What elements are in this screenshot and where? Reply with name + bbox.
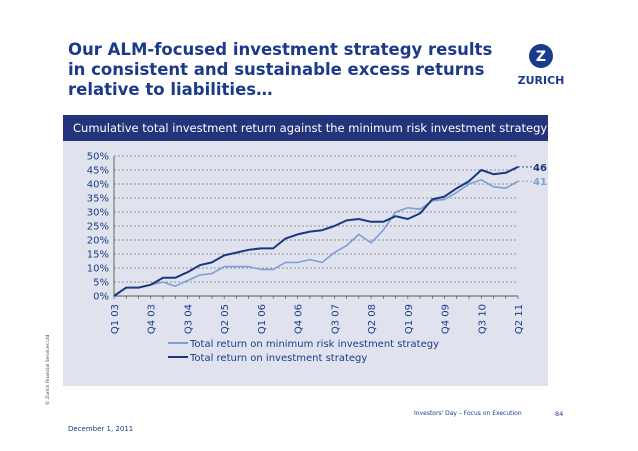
x-tick-label: Q3 10: [477, 304, 488, 334]
y-tick-label: 15%: [87, 250, 109, 261]
series-end-label: 46.1%: [533, 163, 548, 174]
x-tick-label: Q4 09: [441, 304, 452, 334]
y-tick-label: 10%: [87, 264, 109, 275]
y-tick-label: 5%: [93, 278, 109, 289]
zurich-logo-mark: [529, 44, 553, 68]
x-tick-label: Q1 03: [110, 304, 121, 334]
y-tick-label: 20%: [87, 236, 109, 247]
series-line-investment: [113, 165, 519, 297]
x-tick-label: Q4 06: [294, 304, 305, 334]
series-end-label: 41.0%: [533, 177, 548, 188]
legend-label: Total return on investment strategy: [189, 353, 367, 364]
title-line-1: Our ALM-focused investment strategy resu…: [68, 40, 493, 59]
x-tick-label: Q2 08: [367, 304, 378, 334]
x-tick-label: Q1 06: [257, 304, 268, 334]
footer-date: December 1, 2011: [68, 425, 134, 433]
copyright-notice: © Zurich Financial Services Ltd: [46, 334, 51, 405]
chart-panel: 50% 45% 40% 35% 30% 25% 20% 15% 10% 5% 0% Q1 03 Q4 0…: [63, 141, 548, 386]
footer-event: Investors' Day – Focus on Execution: [414, 410, 522, 417]
y-tick-label: 45%: [87, 166, 109, 177]
y-tick-label: 0%: [93, 292, 109, 303]
x-tick-label: Q2 11: [514, 304, 525, 334]
y-tick-label: 40%: [87, 180, 109, 191]
page-number: 84: [555, 410, 564, 418]
zurich-logo: Z ZURICH: [518, 44, 565, 87]
zurich-logo-mark-letter: Z: [536, 49, 546, 65]
zurich-logo-text: ZURICH: [518, 74, 565, 87]
chart-svg: 50% 45% 40% 35% 30% 25% 20% 15% 10% 5% 0%Q1 03 Q4 0…: [87, 152, 548, 365]
title-line-2: in consistent and sustainable excess ret…: [68, 60, 485, 79]
slide-title: Our ALM-focused investment strategy resu…: [68, 40, 498, 100]
y-tick-label: 25%: [87, 222, 109, 233]
x-tick-label: Q3 07: [330, 304, 341, 334]
x-tick-label: Q1 09: [404, 304, 415, 334]
y-tick-label: 30%: [87, 208, 109, 219]
y-tick-label: 50%: [87, 152, 109, 163]
chart-title-banner: Cumulative total investment return again…: [63, 115, 548, 141]
title-line-3: relative to liabilities…: [68, 80, 273, 99]
series-line-min-risk: [113, 178, 519, 297]
y-tick-label: 35%: [87, 194, 109, 205]
x-tick-label: Q3 04: [183, 304, 194, 334]
x-tick-label: Q2 05: [220, 304, 231, 334]
x-tick-label: Q4 03: [147, 304, 158, 334]
legend-label: Total return on minimum risk investment …: [189, 339, 439, 350]
